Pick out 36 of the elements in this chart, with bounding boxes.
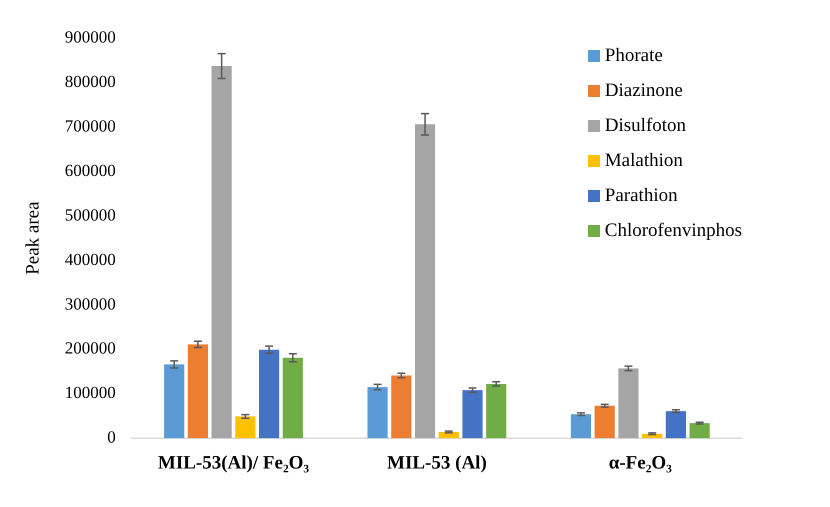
y-tick-label: 500000 [64,205,116,224]
bar [618,368,639,438]
legend-label: Disulfoton [604,114,686,136]
bar [391,376,412,438]
bar [282,358,303,438]
x-tick-label: MIL-53(Al)/ Fe₂O₃ [158,452,310,474]
legend-label: Diazinone [604,80,683,102]
legend-label: Phorate [604,44,663,66]
y-tick-label: 700000 [64,116,116,136]
bar [259,350,280,438]
legend-label: Chlorofenvinphos [604,220,742,242]
bar [666,411,686,438]
bar [486,384,506,438]
y-tick-label: 200000 [64,338,116,358]
y-tick-label: 300000 [64,294,116,314]
legend-label: Parathion [604,184,678,206]
y-axis-title: Peak area [22,200,44,275]
bar [690,423,710,438]
y-tick-label: 900000 [64,27,116,46]
legend-label: Malathion [604,150,683,172]
y-tick-label: 600000 [64,160,116,180]
bar [235,416,256,438]
y-tick-label: 800000 [64,72,116,91]
bar [594,406,615,438]
bar [212,66,232,438]
y-tick-label: 100000 [64,383,116,402]
bar [367,387,388,438]
bar [570,414,592,438]
y-tick-label: 0 [107,428,116,447]
bar [462,390,483,438]
x-tick-label: α-Fe₂O₃ [608,452,672,474]
x-tick-label: MIL-53 (Al) [387,452,487,474]
bar [164,364,184,438]
bar [414,124,436,438]
bar [188,344,208,438]
y-tick-label: 400000 [64,250,116,269]
